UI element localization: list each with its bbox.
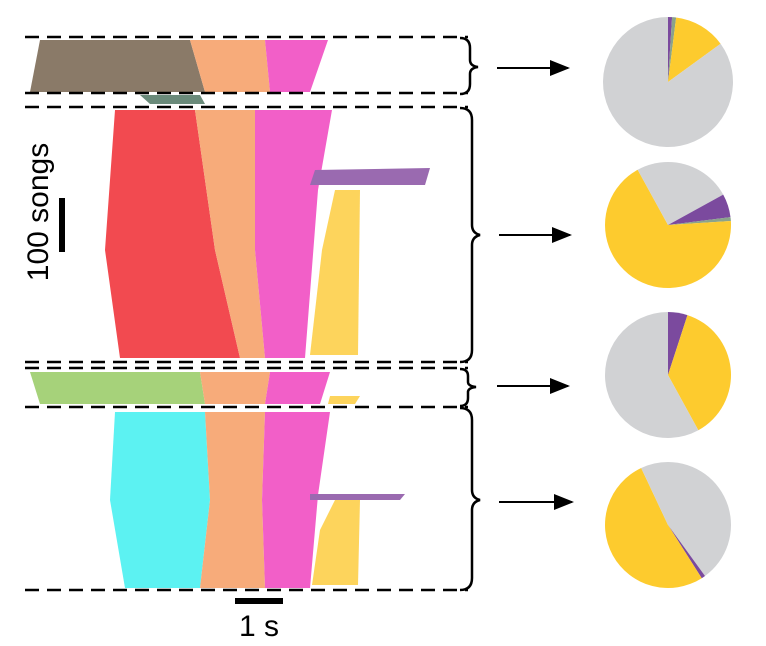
horizontal-scale-label: 1 s bbox=[239, 610, 279, 643]
pie-slice bbox=[602, 17, 733, 148]
pie-slice bbox=[637, 162, 668, 225]
pie-slice bbox=[668, 162, 724, 225]
pie-slice bbox=[668, 312, 688, 375]
vertical-scale-label: 100 songs bbox=[22, 143, 55, 281]
arrows bbox=[497, 60, 574, 510]
raster bbox=[30, 40, 430, 588]
dashed-lines bbox=[25, 35, 468, 592]
pie-slice bbox=[605, 169, 731, 288]
pie-slice bbox=[605, 312, 699, 438]
pie-slice bbox=[668, 217, 731, 225]
pie-slice bbox=[668, 194, 731, 225]
pie-slice bbox=[668, 525, 706, 579]
pies bbox=[602, 17, 733, 588]
braces bbox=[459, 36, 481, 592]
pie-slice bbox=[668, 462, 731, 576]
pie-slice bbox=[668, 17, 677, 82]
pie-slice bbox=[641, 462, 668, 525]
pie-slice bbox=[668, 17, 721, 83]
pie-slice bbox=[668, 17, 673, 82]
pie-slice bbox=[668, 315, 731, 431]
pie-slice bbox=[605, 467, 702, 588]
